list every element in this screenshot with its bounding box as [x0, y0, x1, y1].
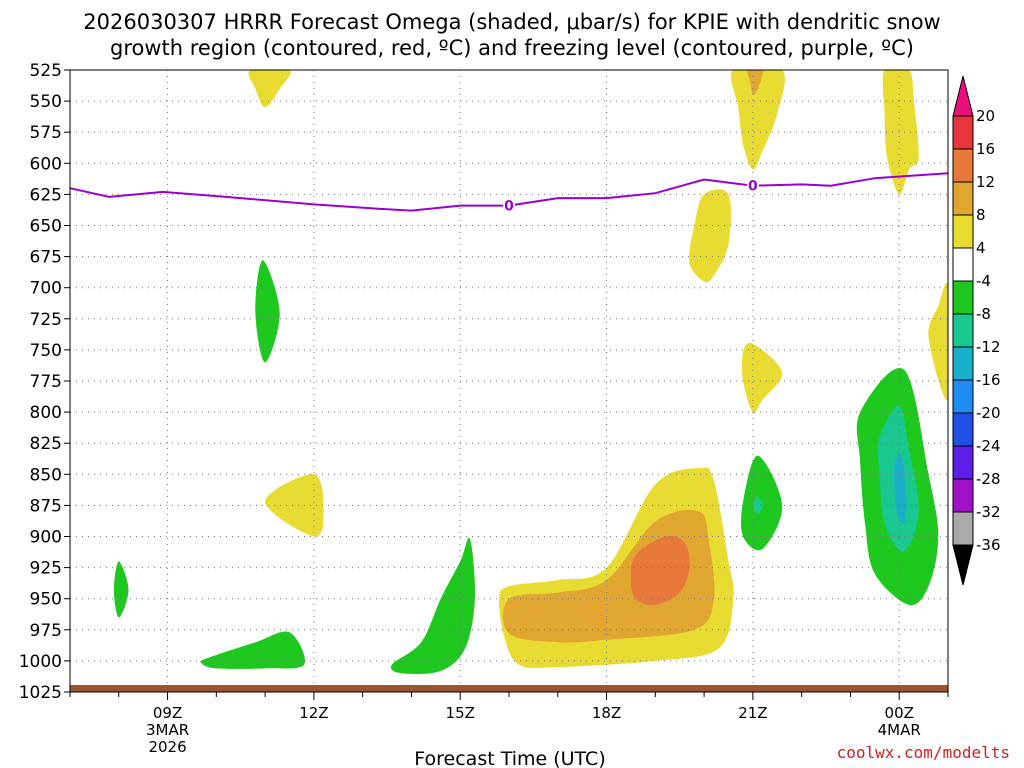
- colorbar-segment: [952, 511, 974, 546]
- colorbar-segment: [952, 148, 974, 183]
- omega-region-neg12-19: [894, 454, 907, 525]
- x-tick-date: 3MAR: [146, 721, 189, 739]
- chart-title-line1: 2026030307 HRRR Forecast Omega (shaded, …: [83, 10, 940, 34]
- freezing-level-line: [69, 172, 949, 212]
- y-tick-label: 750: [30, 341, 62, 361]
- colorbar-label: -16: [976, 371, 1001, 389]
- omega-region-neg4-13: [113, 561, 129, 618]
- colorbar-label: 16: [976, 140, 995, 158]
- x-tick-label: 09Z: [153, 704, 182, 722]
- y-tick-label: 525: [30, 61, 62, 81]
- omega-region-4-4: [689, 189, 731, 283]
- ground-surface: [70, 685, 948, 692]
- y-tick-label: 800: [30, 403, 62, 423]
- colorbar-top-arrow: [952, 75, 974, 117]
- y-tick-label: 700: [30, 279, 62, 299]
- omega-region-8-2: [747, 70, 763, 96]
- freezing-level-label: 0: [748, 179, 758, 195]
- colorbar-segment: [952, 412, 974, 447]
- y-tick-label: 775: [30, 372, 62, 392]
- freezing-level-label: 0: [504, 199, 514, 215]
- x-tick-date: 4MAR: [878, 721, 921, 739]
- omega-region-4-7: [265, 474, 324, 537]
- omega-region-4-0: [248, 70, 291, 108]
- chart-title-line2: growth region (contoured, red, ºC) and f…: [110, 36, 914, 60]
- y-tick-label: 575: [30, 123, 62, 143]
- pressure-axis: 525 550 575 600 625 650 675 700 725 750 775 800 825 8…: [19, 61, 70, 703]
- grid: [70, 70, 948, 692]
- omega-region-4-3: [882, 70, 919, 195]
- y-tick-label: 875: [30, 496, 62, 516]
- colorbar-label: -12: [976, 338, 1001, 356]
- freezing-level-contour: 00: [69, 172, 949, 215]
- omega-colorbar: 20 16 12 8 4 -4 -8 -12 -16 -20 -24 -28 -32 -36: [952, 75, 1001, 586]
- colorbar-label: 12: [976, 173, 995, 191]
- y-tick-label: 600: [30, 154, 62, 174]
- colorbar-label: -32: [976, 503, 1001, 521]
- y-tick-label: 1000: [19, 652, 62, 672]
- contour-label-bg: [503, 197, 515, 214]
- omega-region-12-10: [630, 535, 690, 606]
- y-tick-label: 950: [30, 590, 62, 610]
- omega-region-4-6: [741, 342, 783, 413]
- y-tick-label: 825: [30, 434, 62, 454]
- colorbar-label: -36: [976, 536, 1001, 554]
- omega-shaded-regions: [113, 70, 948, 675]
- x-tick-label: 12Z: [299, 704, 328, 722]
- colorbar-bottom-arrow: [952, 544, 974, 586]
- y-tick-label: 975: [30, 621, 62, 641]
- colorbar-label: 4: [976, 239, 986, 257]
- colorbar-segment: [952, 313, 974, 348]
- y-tick-label: 850: [30, 465, 62, 485]
- y-tick-label: 675: [30, 248, 62, 268]
- colorbar-label: -28: [976, 470, 1001, 488]
- colorbar-segment: [952, 478, 974, 513]
- colorbar-segment: [952, 115, 974, 150]
- omega-region-4-5: [928, 282, 948, 401]
- colorbar-label: -8: [976, 305, 991, 323]
- colorbar-label: -20: [976, 404, 1001, 422]
- omega-region-4-1: [730, 70, 785, 170]
- x-tick-label: 18Z: [592, 704, 621, 722]
- x-tick-year: 2026: [148, 738, 186, 756]
- colorbar-segment: [952, 379, 974, 414]
- y-tick-label: 550: [30, 92, 62, 112]
- colorbar-label: -24: [976, 437, 1001, 455]
- x-tick-label: 15Z: [446, 704, 475, 722]
- y-tick-label: 900: [30, 528, 62, 548]
- colorbar-segment: [952, 346, 974, 381]
- x-tick-label: 00Z: [885, 704, 914, 722]
- colorbar-segment: [952, 445, 974, 480]
- contour-label-bg: [746, 177, 759, 194]
- colorbar-segment: [952, 214, 974, 249]
- x-axis-label: Forecast Time (UTC): [414, 748, 605, 768]
- credit-text: coolwx.com/modelts: [837, 743, 1010, 762]
- colorbar-label: 20: [976, 107, 995, 125]
- y-tick-label: 650: [30, 217, 62, 237]
- colorbar-label: -4: [976, 272, 991, 290]
- colorbar-segment: [952, 280, 974, 315]
- omega-region-neg8-16: [752, 496, 763, 515]
- omega-region-neg4-14: [255, 260, 280, 363]
- colorbar-segment: [952, 181, 974, 216]
- y-tick-label: 725: [30, 310, 62, 330]
- omega-region-neg4-12: [390, 537, 476, 675]
- colorbar-label: 8: [976, 206, 986, 224]
- y-tick-label: 625: [30, 185, 62, 205]
- y-tick-label: 925: [30, 559, 62, 579]
- omega-region-neg4-11: [200, 631, 306, 669]
- colorbar-segment: [952, 247, 974, 282]
- x-tick-label: 21Z: [738, 704, 767, 722]
- y-tick-label: 1025: [19, 683, 62, 703]
